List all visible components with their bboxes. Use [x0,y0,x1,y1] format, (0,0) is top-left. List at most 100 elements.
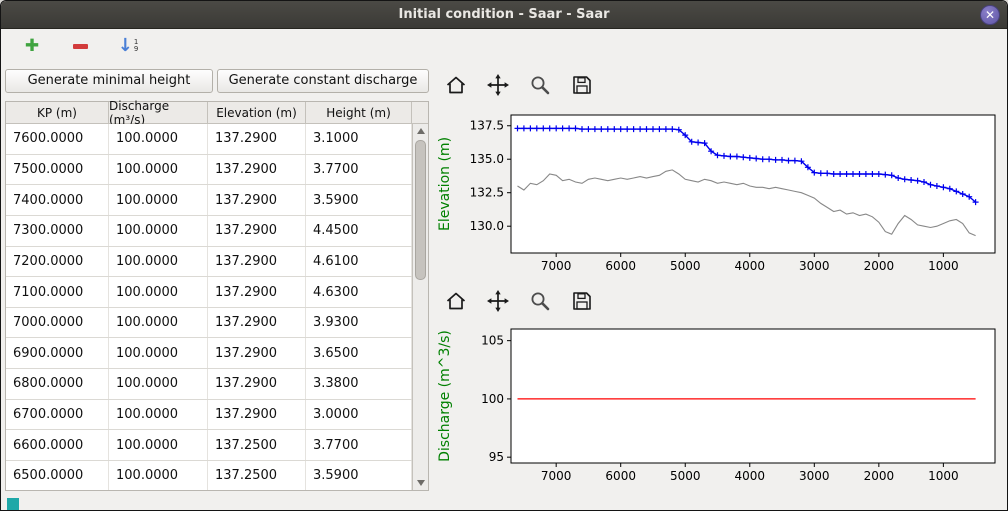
table-cell[interactable]: 7200.0000 [6,246,109,277]
col-header-discharge[interactable]: Discharge (m³/s) [109,99,208,127]
table-cell[interactable]: 7000.0000 [6,307,109,338]
table-cell[interactable]: 6500.0000 [6,461,109,490]
scrollbar-thumb[interactable] [415,140,426,280]
table-cell[interactable]: 137.2500 [208,430,306,461]
table-row[interactable]: 7200.0000 100.0000 137.2900 4.6100 [6,246,412,278]
table-cell[interactable]: 6600.0000 [6,430,109,461]
table-cell[interactable]: 3.9300 [306,307,412,338]
table-body: 7600.0000 100.0000 137.2900 3.1000 7500.0000… [6,124,412,490]
table-cell[interactable]: 3.0000 [306,399,412,430]
table-cell[interactable]: 137.2500 [208,461,306,490]
table-row[interactable]: 7100.0000 100.0000 137.2900 4.6300 [6,277,412,308]
svg-text:Elevation (m): Elevation (m) [437,137,453,231]
table-cell[interactable]: 137.2900 [208,124,306,154]
table-row[interactable]: 6700.0000 100.0000 137.2900 3.0000 [6,399,412,431]
zoom-button[interactable] [527,288,553,314]
table-cell[interactable]: 7300.0000 [6,215,109,246]
table-cell[interactable]: 3.5900 [306,185,412,215]
table-cell[interactable]: 100.0000 [109,338,208,369]
table-cell[interactable]: 4.6100 [306,246,412,277]
table-scrollbar[interactable] [412,124,428,490]
table-cell[interactable]: 100.0000 [109,277,208,307]
pan-button[interactable] [485,72,511,98]
save-button[interactable] [569,288,595,314]
col-header-elevation[interactable]: Elevation (m) [208,102,306,123]
home-button[interactable] [443,288,469,314]
close-button[interactable]: ✕ [980,5,1000,25]
generate-minimal-height-button[interactable]: Generate minimal height [5,69,213,93]
table-cell[interactable]: 137.2900 [208,215,306,246]
svg-text:Discharge (m^3/s): Discharge (m^3/s) [437,330,453,462]
table-cell[interactable]: 100.0000 [109,399,208,430]
title-bar: Initial condition - Saar - Saar ✕ [1,1,1007,29]
table-cell[interactable]: 6700.0000 [6,399,109,430]
table-cell[interactable]: 4.4500 [306,215,412,246]
table-row[interactable]: 7500.0000 100.0000 137.2900 3.7700 [6,154,412,186]
table-row[interactable]: 7300.0000 100.0000 137.2900 4.4500 [6,215,412,247]
scroll-down-button[interactable] [413,476,428,490]
table-cell[interactable]: 100.0000 [109,307,208,338]
table-cell[interactable]: 137.2900 [208,277,306,307]
table-cell[interactable]: 137.2900 [208,399,306,430]
discharge-chart-toolbar [443,287,595,315]
add-row-button[interactable]: ✚ [19,33,45,59]
table-cell[interactable]: 137.2900 [208,369,306,399]
table-cell[interactable]: 137.2900 [208,338,306,369]
remove-row-button[interactable] [67,33,93,59]
plus-icon: ✚ [24,35,40,56]
save-icon [573,76,591,94]
table-row[interactable]: 6900.0000 100.0000 137.2900 3.6500 [6,338,412,370]
table-cell[interactable]: 137.2900 [208,307,306,338]
table-cell[interactable]: 3.3800 [306,369,412,399]
table-cell[interactable]: 137.2900 [208,154,306,185]
zoom-button[interactable] [527,72,553,98]
table-row[interactable]: 7600.0000 100.0000 137.2900 3.1000 [6,124,412,155]
window-title: Initial condition - Saar - Saar [398,7,610,22]
scroll-up-button[interactable] [413,124,428,138]
table-cell[interactable]: 7500.0000 [6,154,109,185]
col-header-height[interactable]: Height (m) [306,102,412,123]
svg-text:6000: 6000 [605,259,636,273]
table-cell[interactable]: 6800.0000 [6,369,109,399]
table-cell[interactable]: 7600.0000 [6,124,109,154]
table-cell[interactable]: 100.0000 [109,430,208,461]
generate-constant-discharge-button[interactable]: Generate constant discharge [217,69,429,93]
svg-text:3000: 3000 [799,469,830,483]
elevation-chart[interactable]: 7000 6000 5000 4000 3000 2000 1000 130.0 132.5 13… [435,101,1007,283]
table-cell[interactable]: 137.2900 [208,246,306,277]
table-row[interactable]: 6600.0000 100.0000 137.2500 3.7700 [6,430,412,462]
table-cell[interactable]: 6900.0000 [6,338,109,369]
table-cell[interactable]: 100.0000 [109,185,208,215]
save-button[interactable] [569,72,595,98]
table-cell[interactable]: 100.0000 [109,461,208,490]
table-row[interactable]: 7000.0000 100.0000 137.2900 3.9300 [6,307,412,339]
col-header-kp[interactable]: KP (m) [6,102,109,123]
table-cell[interactable]: 100.0000 [109,124,208,154]
table-row[interactable]: 7400.0000 100.0000 137.2900 3.5900 [6,185,412,216]
table-cell[interactable]: 3.7700 [306,430,412,461]
table-row[interactable]: 6800.0000 100.0000 137.2900 3.3800 [6,369,412,400]
scroll-down-icon [416,480,425,486]
discharge-chart[interactable]: 7000 6000 5000 4000 3000 2000 1000 95 100 105 Disc… [435,315,1007,493]
table-cell[interactable]: 3.7700 [306,154,412,185]
table-cell[interactable]: 137.2900 [208,185,306,215]
svg-text:135.0: 135.0 [470,152,504,166]
table-cell[interactable]: 100.0000 [109,215,208,246]
zoom-icon [531,76,550,95]
table-cell[interactable]: 3.1000 [306,124,412,154]
table-cell[interactable]: 4.6300 [306,277,412,307]
table-cell[interactable]: 7400.0000 [6,185,109,215]
svg-text:4000: 4000 [734,469,765,483]
home-button[interactable] [443,72,469,98]
table-cell[interactable]: 100.0000 [109,154,208,185]
table-cell[interactable]: 100.0000 [109,369,208,399]
table-cell[interactable]: 3.6500 [306,338,412,369]
table-row[interactable]: 6500.0000 100.0000 137.2500 3.5900 [6,461,412,490]
sort-button[interactable]: ↓ 1 9 [115,33,141,59]
table-cell[interactable]: 100.0000 [109,246,208,277]
pan-button[interactable] [485,288,511,314]
table-cell[interactable]: 3.5900 [306,461,412,490]
table-header-row: KP (m) Discharge (m³/s) Elevation (m) He… [6,99,428,127]
table-cell[interactable]: 7100.0000 [6,277,109,307]
